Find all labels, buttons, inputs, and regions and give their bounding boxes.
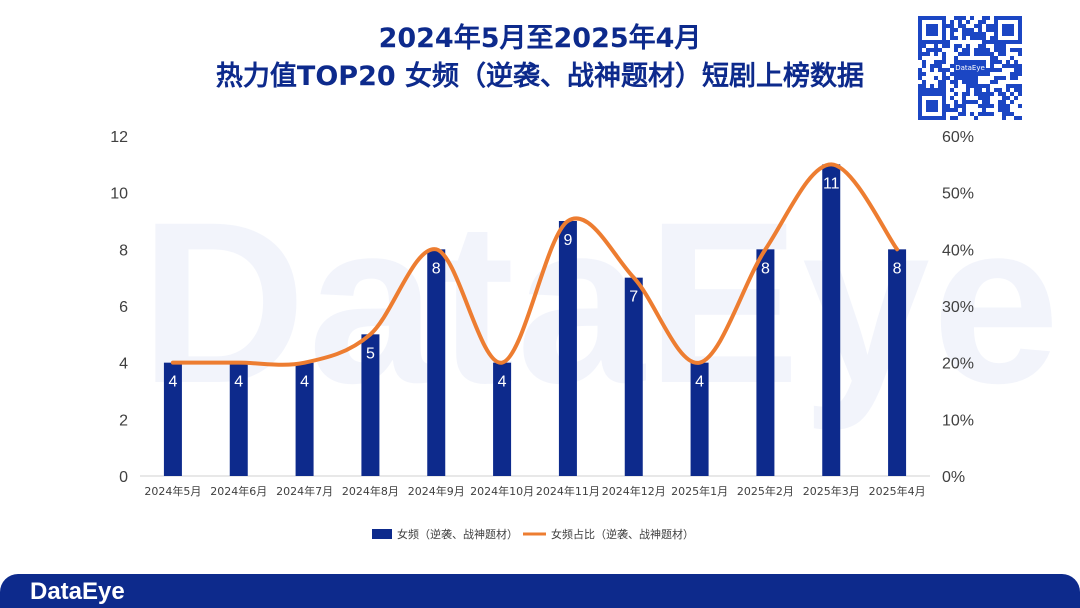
x-tick-label: 2025年3月	[803, 484, 860, 498]
bar	[295, 362, 314, 476]
watermark: DataEye	[140, 174, 1062, 431]
x-tick-label: 2024年5月	[144, 484, 201, 498]
bar-data-label: 8	[893, 260, 902, 277]
legend-label-line: 女频占比（逆袭、战神题材）	[551, 527, 694, 541]
x-tick-label: 2025年2月	[737, 484, 794, 498]
series-line	[170, 162, 900, 367]
chart-title-line2: 热力值TOP20 女频（逆袭、战神题材）短剧上榜数据	[215, 61, 865, 92]
bar	[493, 362, 512, 476]
x-tick-label: 2024年10月	[470, 484, 534, 498]
qr-brand-label: DataEye	[954, 60, 986, 76]
bar	[756, 249, 775, 476]
x-tick-label: 2024年6月	[210, 484, 267, 498]
bar-data-label: 4	[695, 374, 704, 391]
x-tick-label: 2024年7月	[276, 484, 333, 498]
bar-data-label: 4	[498, 374, 507, 391]
y-right-tick-label: 0%	[942, 469, 965, 486]
y-left-tick-label: 0	[119, 469, 128, 486]
y-right-tick-label: 40%	[942, 242, 974, 259]
bar	[624, 277, 643, 476]
y-left-tick-label: 10	[110, 186, 128, 203]
qr-code: DataEye	[918, 16, 1022, 120]
x-tick-label: 2025年1月	[671, 484, 728, 498]
y-left-tick-label: 2	[119, 412, 128, 429]
bar	[229, 362, 248, 476]
footer-brand-logo: DataEye	[30, 578, 125, 605]
legend-swatch-bar	[372, 529, 392, 539]
bar	[822, 164, 841, 477]
y-left-tick-label: 12	[110, 129, 128, 146]
bar-data-label: 4	[300, 374, 309, 391]
y-left-tick-label: 4	[119, 356, 128, 373]
bar	[163, 362, 182, 476]
legend-label-bar: 女频（逆袭、战神题材）	[397, 527, 518, 541]
x-tick-label: 2024年12月	[602, 484, 666, 498]
x-tick-label: 2025年4月	[869, 484, 926, 498]
bar-data-label: 8	[761, 260, 770, 277]
bar	[888, 249, 907, 476]
bar-data-label: 5	[366, 345, 375, 362]
bar-data-label: 11	[823, 175, 840, 192]
y-right-tick-label: 10%	[942, 412, 974, 429]
bar-data-label: 7	[629, 289, 638, 306]
y-right-tick-label: 50%	[942, 186, 974, 203]
footer-bar: DataEye	[0, 574, 1080, 608]
y-right-tick-label: 30%	[942, 299, 974, 316]
bar	[558, 221, 577, 476]
x-tick-label: 2024年11月	[536, 484, 600, 498]
bar	[427, 249, 446, 476]
chart-title-line1: 2024年5月至2025年4月	[378, 23, 702, 54]
y-right-tick-label: 60%	[942, 129, 974, 146]
bar	[361, 334, 380, 476]
y-left-tick-label: 8	[119, 242, 128, 259]
bar-data-label: 9	[563, 232, 572, 249]
y-left-tick-label: 6	[119, 299, 128, 316]
combo-chart: 0 2 4 6 8 10 12 0% 10% 20% 30% 40% 50% 60% 4 4 4 5 8 4 9 7 4 8 1…	[110, 129, 974, 541]
y-right-tick-label: 20%	[942, 356, 974, 373]
bar-data-label: 4	[234, 374, 243, 391]
bar	[690, 362, 709, 476]
x-tick-label: 2024年8月	[342, 484, 399, 498]
x-tick-label: 2024年9月	[408, 484, 465, 498]
bar-data-label: 4	[168, 374, 177, 391]
bar-data-label: 8	[432, 260, 441, 277]
